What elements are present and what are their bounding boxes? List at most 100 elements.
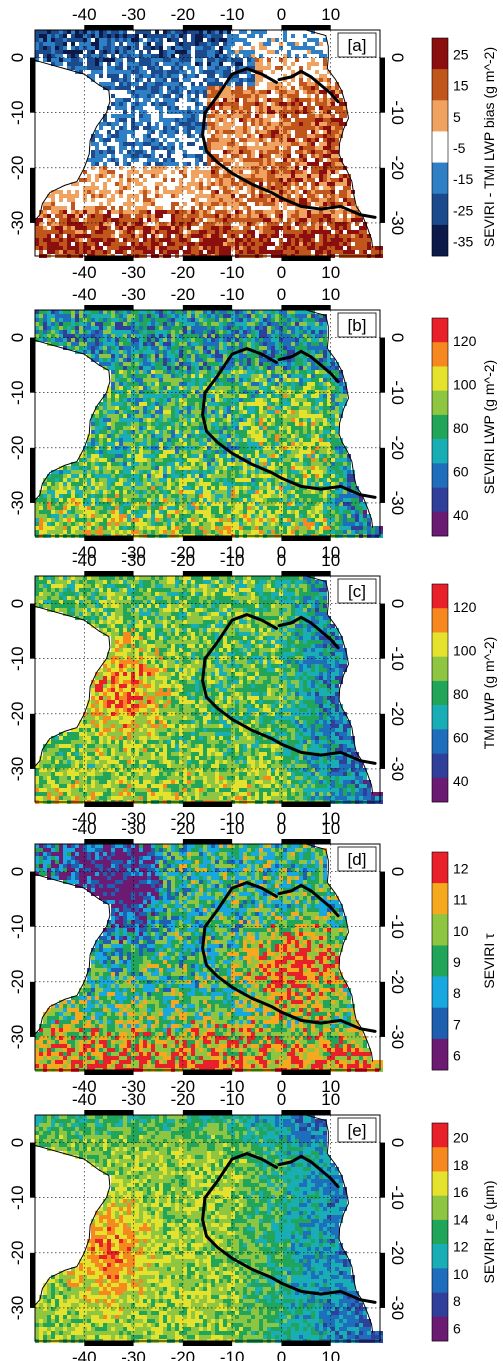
heatmap-cell <box>83 198 87 202</box>
heatmap-cell <box>163 150 167 154</box>
heatmap-cell <box>235 34 239 38</box>
heatmap-cell <box>215 102 219 106</box>
heatmap-cell <box>103 182 107 186</box>
heatmap-cell <box>311 202 315 206</box>
heatmap-cell <box>167 78 171 82</box>
heatmap-cell <box>263 46 267 50</box>
heatmap-cell <box>275 62 279 66</box>
heatmap-cell <box>267 146 271 150</box>
heatmap-cell <box>199 146 203 150</box>
heatmap-cell <box>339 234 343 238</box>
heatmap-cell <box>71 214 75 218</box>
heatmap-cell <box>131 38 135 42</box>
heatmap-cell <box>283 98 287 102</box>
heatmap-cell <box>175 230 179 234</box>
heatmap-cell <box>303 46 307 50</box>
heatmap-cell <box>167 42 171 46</box>
heatmap-cell <box>175 178 179 182</box>
heatmap-cell <box>175 186 179 190</box>
heatmap-cell <box>187 98 191 102</box>
heatmap-cell <box>343 194 347 198</box>
heatmap-cell <box>267 158 271 162</box>
heatmap-cell <box>263 210 267 214</box>
heatmap-cell <box>135 230 139 234</box>
heatmap-cell <box>151 214 155 218</box>
heatmap-cell <box>191 242 195 246</box>
heatmap-cell <box>275 170 279 174</box>
heatmap-cell <box>207 130 211 134</box>
heatmap-cell <box>135 170 139 174</box>
heatmap-cell <box>259 190 263 194</box>
heatmap-cell <box>159 150 163 154</box>
heatmap-cell <box>335 242 339 246</box>
heatmap-cell <box>299 118 303 122</box>
heatmap-cell <box>199 174 203 178</box>
heatmap-cell <box>139 90 143 94</box>
heatmap-cell <box>315 138 319 142</box>
heatmap-cell <box>263 98 267 102</box>
heatmap-cell <box>287 138 291 142</box>
heatmap-cell <box>55 42 59 46</box>
heatmap-cell <box>243 170 247 174</box>
heatmap-cell <box>187 62 191 66</box>
heatmap-cell <box>299 90 303 94</box>
heatmap-cell <box>179 126 183 130</box>
heatmap-cell <box>219 134 223 138</box>
heatmap-cell <box>135 34 139 38</box>
heatmap-cell <box>171 174 175 178</box>
heatmap-cell <box>315 214 319 218</box>
heatmap-cell <box>211 94 215 98</box>
heatmap-cell <box>75 238 79 242</box>
heatmap-cell <box>295 86 299 90</box>
heatmap-cell <box>255 38 259 42</box>
heatmap-cell <box>239 30 243 34</box>
heatmap-cell <box>63 230 67 234</box>
heatmap-cell <box>331 114 335 118</box>
heatmap-cell <box>271 94 275 98</box>
heatmap-cell <box>243 242 247 246</box>
heatmap-cell <box>195 230 199 234</box>
heatmap-cell <box>59 246 63 250</box>
heatmap-cell <box>131 78 135 82</box>
heatmap-cell <box>91 154 95 158</box>
heatmap-cell <box>271 114 275 118</box>
heatmap-cell <box>143 222 147 226</box>
heatmap-cell <box>115 194 119 198</box>
heatmap-cell <box>327 198 331 202</box>
heatmap-cell <box>259 206 263 210</box>
heatmap-cell <box>283 130 287 134</box>
heatmap-cell <box>219 218 223 222</box>
heatmap-cell <box>95 66 99 70</box>
heatmap-cell <box>295 186 299 190</box>
heatmap-cell <box>243 162 247 166</box>
heatmap-cell <box>143 206 147 210</box>
heatmap-cell <box>299 230 303 234</box>
heatmap-cell <box>323 222 327 226</box>
heatmap-cell <box>303 150 307 154</box>
heatmap-cell <box>135 138 139 142</box>
heatmap-cell <box>263 218 267 222</box>
heatmap-cell <box>299 190 303 194</box>
heatmap-cell <box>219 210 223 214</box>
heatmap-cell <box>295 222 299 226</box>
heatmap-cell <box>307 34 311 38</box>
heatmap-cell <box>155 110 159 114</box>
heatmap-cell <box>223 138 227 142</box>
heatmap-cell <box>307 202 311 206</box>
heatmap-cell <box>107 34 111 38</box>
heatmap-cell <box>123 182 127 186</box>
heatmap-cell <box>283 210 287 214</box>
heatmap-cell <box>303 142 307 146</box>
heatmap-cell <box>219 38 223 42</box>
heatmap-cell <box>295 158 299 162</box>
heatmap-cell <box>327 154 331 158</box>
heatmap-cell <box>215 118 219 122</box>
heatmap-cell <box>123 74 127 78</box>
heatmap-cell <box>95 190 99 194</box>
heatmap-cell <box>267 230 271 234</box>
heatmap-cell <box>127 242 131 246</box>
heatmap-cell <box>219 242 223 246</box>
heatmap-cell <box>115 74 119 78</box>
heatmap-cell <box>103 34 107 38</box>
heatmap-cell <box>295 198 299 202</box>
